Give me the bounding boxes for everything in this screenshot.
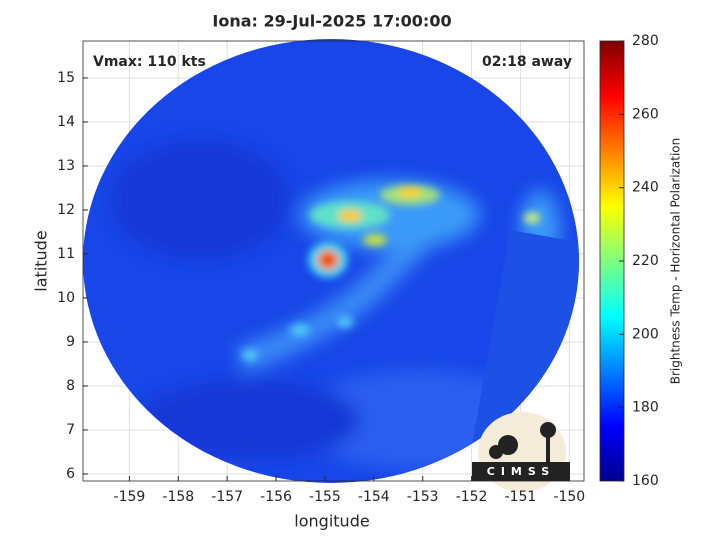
colorbar-tick-label: 160 [632, 473, 659, 489]
chart-title: Iona: 29-Jul-2025 17:00:00 [212, 12, 451, 31]
y-tick-label: 6 [66, 466, 75, 482]
logo-text: CIMSS [487, 465, 555, 478]
y-tick-label: 11 [57, 246, 75, 262]
y-tick-label: 14 [57, 114, 75, 130]
x-tick-label: -157 [211, 489, 243, 505]
colorbar-tick-label: 220 [632, 253, 659, 269]
annotation: Vmax: 110 kts [93, 54, 206, 70]
colorbar-tick-label: 280 [632, 33, 659, 49]
x-tick-label: -155 [309, 489, 341, 505]
x-axis-label: longitude [294, 512, 369, 531]
cimss-logo: CIMSS [472, 412, 570, 492]
colorbar-tick-label: 260 [632, 106, 659, 122]
x-tick-label: -150 [553, 489, 585, 505]
y-tick-label: 9 [66, 334, 75, 350]
x-tick-label: -156 [260, 489, 292, 505]
x-tick-label: -159 [114, 489, 146, 505]
y-tick-label: 15 [57, 70, 75, 86]
y-tick-label: 8 [66, 378, 75, 394]
x-tick-label: -154 [358, 489, 390, 505]
annotation: 02:18 away [482, 54, 572, 70]
y-tick-label: 7 [66, 422, 75, 438]
x-tick-label: -151 [505, 489, 537, 505]
colorbar-tick-label: 200 [632, 326, 659, 342]
y-tick-label: 13 [57, 158, 75, 174]
y-tick-label: 12 [57, 202, 75, 218]
x-tick-label: -153 [407, 489, 439, 505]
x-tick-label: -158 [162, 489, 194, 505]
colorbar-label: Brightness Temp - Horizontal Polarizatio… [669, 138, 683, 385]
colorbar-tick-label: 240 [632, 180, 659, 196]
y-tick-label: 10 [57, 290, 75, 306]
x-tick-label: -152 [456, 489, 488, 505]
y-axis-label: latitude [32, 230, 51, 291]
plot-frame [82, 40, 585, 482]
colorbar-tick-label: 180 [632, 400, 659, 416]
